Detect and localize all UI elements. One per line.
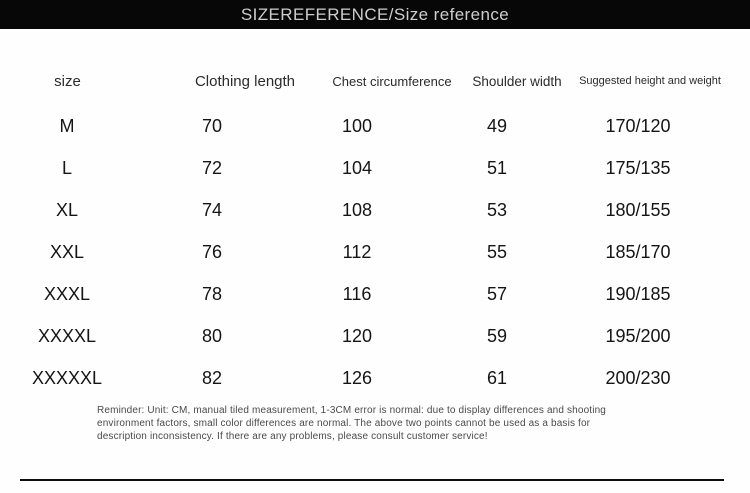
cell-height-weight: 170/120 bbox=[605, 115, 671, 136]
cell-shoulder: 57 bbox=[486, 283, 508, 304]
cell-size: XL bbox=[55, 199, 79, 220]
cell-size: XXXL bbox=[43, 283, 91, 304]
cell-height-weight: 195/200 bbox=[605, 325, 671, 346]
column-header-shoulder-width: Shoulder width bbox=[472, 73, 562, 89]
cell-shoulder: 51 bbox=[486, 157, 508, 178]
cell-shoulder: 61 bbox=[486, 367, 508, 388]
cell-shoulder: 55 bbox=[486, 241, 508, 262]
cell-size: L bbox=[61, 157, 72, 178]
size-table-body: M 70 100 49 170/120 L 72 104 51 175/135 … bbox=[0, 105, 706, 399]
cell-size: M bbox=[59, 115, 75, 136]
cell-shoulder: 53 bbox=[486, 199, 508, 220]
column-header-suggested-height-weight: Suggested height and weight bbox=[579, 75, 721, 87]
column-header-clothing-length: Clothing length bbox=[194, 72, 296, 90]
cell-clothing-length: 72 bbox=[201, 157, 223, 178]
cell-size: XXXXXL bbox=[31, 367, 103, 388]
cell-clothing-length: 80 bbox=[201, 325, 223, 346]
size-reference-banner: SIZEREFERENCE/Size reference bbox=[0, 0, 750, 29]
cell-shoulder: 49 bbox=[486, 115, 508, 136]
banner-title: SIZEREFERENCE/Size reference bbox=[240, 4, 510, 24]
column-header-size: size bbox=[54, 72, 81, 90]
cell-chest: 116 bbox=[342, 283, 372, 304]
cell-chest: 126 bbox=[341, 367, 373, 388]
cell-clothing-length: 74 bbox=[201, 199, 223, 220]
cell-height-weight: 190/185 bbox=[605, 283, 671, 304]
cell-clothing-length: 76 bbox=[201, 241, 223, 262]
cell-chest: 120 bbox=[341, 325, 373, 346]
cell-clothing-length: 70 bbox=[201, 115, 223, 136]
cell-chest: 108 bbox=[341, 199, 373, 220]
cell-size: XXXXL bbox=[37, 325, 97, 346]
cell-chest: 112 bbox=[342, 241, 372, 262]
cell-chest: 100 bbox=[341, 115, 373, 136]
cell-shoulder: 59 bbox=[486, 325, 508, 346]
cell-height-weight: 180/155 bbox=[605, 199, 671, 220]
cell-size: XXL bbox=[49, 241, 85, 262]
cell-height-weight: 185/170 bbox=[605, 241, 671, 262]
reminder-note: Reminder: Unit: CM, manual tiled measure… bbox=[97, 405, 607, 442]
cell-clothing-length: 82 bbox=[201, 367, 223, 388]
cell-clothing-length: 78 bbox=[201, 283, 223, 304]
bottom-divider bbox=[20, 479, 724, 481]
cell-chest: 104 bbox=[341, 157, 373, 178]
cell-height-weight: 175/135 bbox=[605, 157, 671, 178]
column-header-chest-circumference: Chest circumference bbox=[332, 73, 452, 89]
cell-height-weight: 200/230 bbox=[605, 367, 671, 388]
size-table-header: size Clothing length Chest circumference… bbox=[0, 63, 721, 99]
